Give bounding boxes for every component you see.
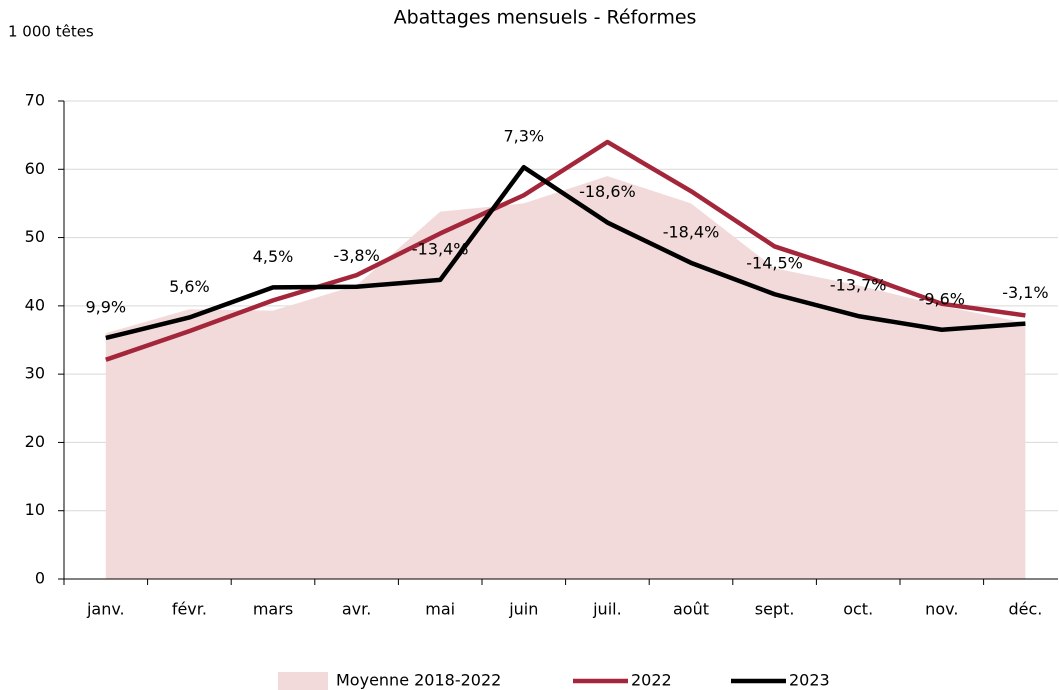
annotation: -18,4% xyxy=(663,222,720,241)
annotation: -9,6% xyxy=(919,289,965,308)
legend-label: 2023 xyxy=(789,671,830,690)
x-tick-label: déc. xyxy=(1008,600,1042,619)
y-tick-label: 40 xyxy=(25,295,45,314)
y-tick-label: 10 xyxy=(25,500,45,519)
legend-label: Moyenne 2018-2022 xyxy=(336,671,501,690)
y-tick-label: 0 xyxy=(35,569,45,588)
x-tick-label: juin xyxy=(508,600,538,619)
annotation: 7,3% xyxy=(503,127,544,146)
area xyxy=(105,176,1026,579)
annotation: -18,6% xyxy=(579,182,636,201)
x-tick-label: avr. xyxy=(342,600,371,619)
x-tick-label: oct. xyxy=(843,600,873,619)
line xyxy=(105,139,1026,362)
x-tick-label: janv. xyxy=(86,600,125,619)
annotation: -3,1% xyxy=(1002,283,1048,302)
legend-swatch xyxy=(278,672,328,690)
x-tick-label: févr. xyxy=(172,600,207,619)
y-tick-label: 20 xyxy=(25,432,45,451)
x-tick-label: juil. xyxy=(592,600,622,619)
y-axis-label: 1 000 têtes xyxy=(8,23,94,41)
chart-title: Abattages mensuels - Réformes xyxy=(394,7,697,29)
x-tick-label: mai xyxy=(425,600,455,619)
y-tick-label: 30 xyxy=(25,364,45,383)
y-tick-label: 70 xyxy=(25,91,45,110)
x-tick-label: août xyxy=(673,600,709,619)
y-tick-label: 60 xyxy=(25,159,45,178)
annotation: -3,8% xyxy=(333,246,379,265)
annotation: 9,9% xyxy=(85,297,126,316)
y-tick-label: 50 xyxy=(25,227,45,246)
annotation: 4,5% xyxy=(253,247,294,266)
x-tick-label: sept. xyxy=(755,600,795,619)
annotation: -13,4% xyxy=(412,239,469,258)
annotation: 5,6% xyxy=(169,277,210,296)
annotation: -14,5% xyxy=(746,254,803,273)
annotation: -13,7% xyxy=(830,276,887,295)
legend-label: 2022 xyxy=(631,671,672,690)
x-tick-label: mars xyxy=(253,600,293,619)
line xyxy=(105,164,1026,341)
x-tick-label: nov. xyxy=(925,600,958,619)
